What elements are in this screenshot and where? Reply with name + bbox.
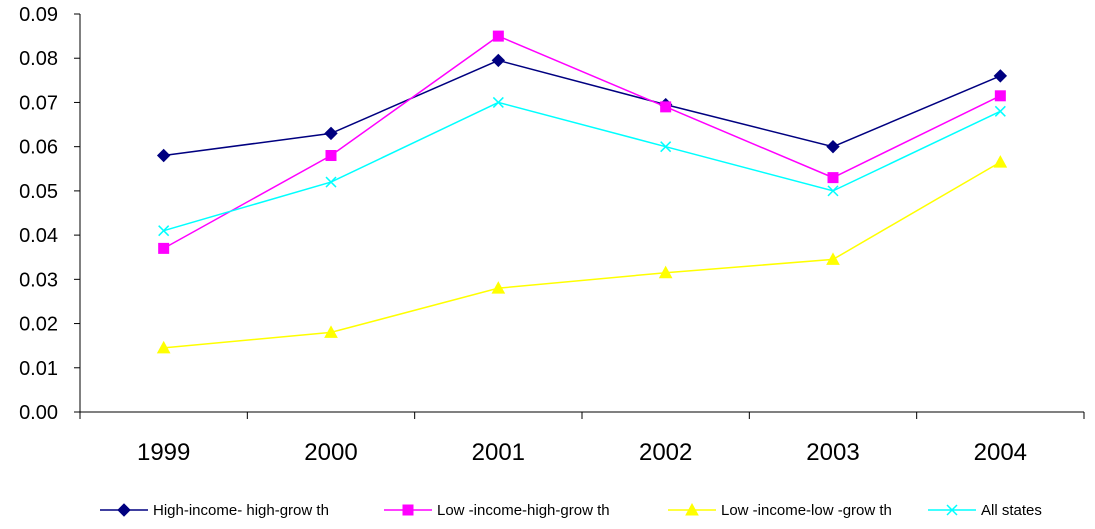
line-chart: 0.00 0.01 0.02 0.03 0.04 0.05 0.06 0.07 0.08 0.09… <box>19 4 1085 466</box>
data-point <box>156 340 171 354</box>
data-point <box>994 105 1006 117</box>
x-tick-label: 2003 <box>806 439 859 466</box>
data-point <box>993 69 1008 83</box>
data-point <box>827 172 839 184</box>
y-tick-label: 0.00 <box>19 402 58 424</box>
data-point <box>324 126 338 141</box>
y-tick-label: 0.05 <box>19 181 58 203</box>
legend-marker <box>117 503 131 517</box>
y-tick-label: 0.03 <box>19 269 58 291</box>
data-point <box>826 252 840 265</box>
y-tick-label: 0.08 <box>19 48 58 70</box>
legend-item: All states <box>928 502 1042 519</box>
data-point <box>994 90 1006 102</box>
y-tick-label: 0.07 <box>19 92 58 114</box>
data-point <box>993 155 1008 168</box>
data-point <box>492 30 504 42</box>
legend-label: Low -income-low -grow th <box>721 502 892 519</box>
x-tick-label: 2004 <box>974 439 1027 466</box>
data-point <box>826 139 840 154</box>
x-tick-label: 2002 <box>639 439 692 466</box>
x-tick-label: 1999 <box>137 439 190 466</box>
data-point <box>158 225 170 237</box>
y-tick-label: 0.01 <box>19 358 58 380</box>
legend-item: Low -income-high-grow th <box>384 502 610 519</box>
series-line <box>163 161 1001 349</box>
legend-item: High-income- high-grow th <box>100 502 329 519</box>
legend-item: Low -income-low -grow th <box>668 502 892 519</box>
legend-label: Low -income-high-grow th <box>437 502 610 519</box>
data-point <box>660 101 672 113</box>
series-1 <box>156 53 1008 163</box>
data-point <box>156 148 171 163</box>
series-line <box>163 35 1001 250</box>
data-point <box>660 141 672 153</box>
data-point <box>324 325 338 338</box>
legend-marker <box>402 504 414 516</box>
y-tick-label: 0.09 <box>19 4 58 26</box>
legend-marker <box>946 504 958 516</box>
series-line <box>163 59 1001 157</box>
series-line <box>163 101 1001 232</box>
chart-axes <box>79 14 1084 413</box>
series-2 <box>158 30 1006 254</box>
data-point <box>827 185 839 197</box>
data-point <box>658 265 673 279</box>
data-point <box>325 150 337 162</box>
data-point <box>491 281 506 294</box>
legend-marker <box>685 502 699 516</box>
y-tick-label: 0.04 <box>19 225 58 247</box>
data-point <box>325 176 337 188</box>
series-4 <box>158 96 1006 237</box>
data-point <box>158 242 170 254</box>
y-tick-label: 0.02 <box>19 314 58 336</box>
y-tick-label: 0.06 <box>19 137 58 159</box>
data-point <box>492 96 504 108</box>
data-point <box>491 53 506 68</box>
x-tick-label: 2000 <box>304 439 357 466</box>
chart-legend: High-income- high-grow th Low -income-hig… <box>100 502 1042 519</box>
legend-label: All states <box>981 502 1042 519</box>
y-axis-ticks: 0.00 0.01 0.02 0.03 0.04 0.05 0.06 0.07 0.08 0.09 <box>19 4 80 424</box>
series-group <box>156 30 1008 354</box>
x-axis-ticks: 1999 2000 2001 2002 2003 2004 <box>79 412 1085 466</box>
x-tick-label: 2001 <box>472 439 525 466</box>
legend-label: High-income- high-grow th <box>153 502 329 519</box>
series-3 <box>156 155 1008 354</box>
